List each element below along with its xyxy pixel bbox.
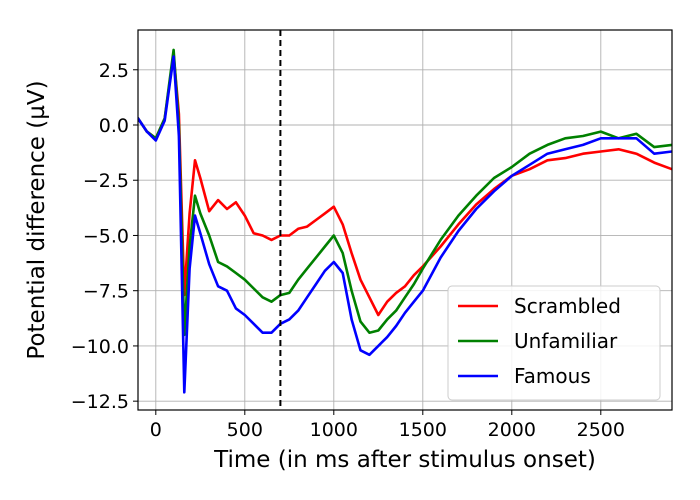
y-tick-label: −12.5 [71,391,129,413]
axis-ticks: 0 500 1000 1500 2000 2500 2.5 0.0 −2.5 −5.0 −7.5 −1… [71,60,625,441]
x-tick-label: 1000 [310,419,358,441]
legend-label-famous: Famous [514,364,591,388]
y-tick-label: −5.0 [83,225,129,247]
legend-label-scrambled: Scrambled [514,294,621,318]
x-tick-label: 2000 [488,419,536,441]
y-axis-title: Potential difference (µV) [24,80,50,359]
legend-label-unfamiliar: Unfamiliar [514,329,618,353]
x-tick-label: 500 [227,419,263,441]
legend-box [447,285,661,401]
y-tick-label: −7.5 [83,281,129,303]
series-lines [138,48,672,394]
series-line-unfamiliar [138,48,672,337]
plot-frame [137,29,673,411]
x-tick-label: 1500 [399,419,447,441]
x-tick-label: 2500 [577,419,625,441]
series-line-scrambled [138,53,672,317]
y-tick-label: 0.0 [99,115,129,137]
series-line-famous [138,55,672,394]
x-tick-label: 0 [150,419,162,441]
legend: Scrambled Unfamiliar Famous [447,285,661,401]
y-tick-label: −10.0 [71,336,129,358]
y-tick-label: 2.5 [99,60,129,82]
y-tick-label: −2.5 [83,170,129,192]
x-axis-title: Time (in ms after stimulus onset) [213,447,596,473]
